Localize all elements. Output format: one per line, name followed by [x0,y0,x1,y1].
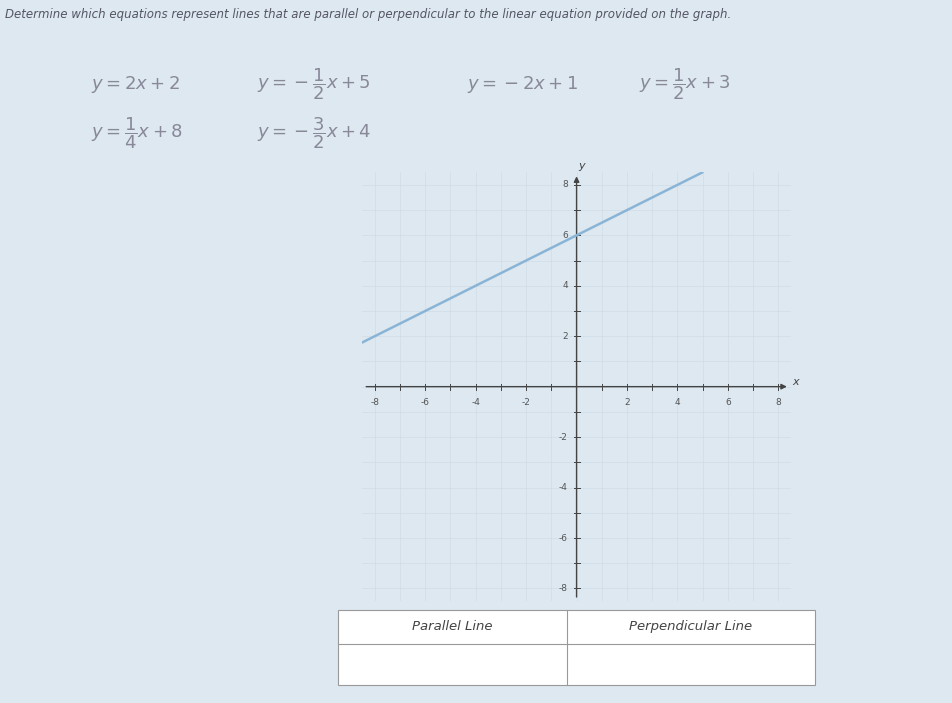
Text: -4: -4 [470,398,480,407]
Text: Determine which equations represent lines that are parallel or perpendicular to : Determine which equations represent line… [5,8,730,21]
Text: $y = -2x + 1$: $y = -2x + 1$ [466,74,578,95]
Text: -2: -2 [521,398,530,407]
Text: $y = \dfrac{1}{2}x + 3$: $y = \dfrac{1}{2}x + 3$ [638,67,729,102]
Text: Perpendicular Line: Perpendicular Line [628,620,752,633]
Text: -8: -8 [558,584,567,593]
Text: 4: 4 [674,398,680,407]
Text: $y = 2x + 2$: $y = 2x + 2$ [90,74,180,95]
Text: $y = -\dfrac{1}{2}x + 5$: $y = -\dfrac{1}{2}x + 5$ [257,67,370,102]
Text: -4: -4 [558,483,567,492]
Text: Parallel Line: Parallel Line [412,620,492,633]
Text: 6: 6 [562,231,567,240]
Text: 2: 2 [562,332,567,341]
Text: $y = -\dfrac{3}{2}x + 4$: $y = -\dfrac{3}{2}x + 4$ [257,116,371,151]
Text: $y = \dfrac{1}{4}x + 8$: $y = \dfrac{1}{4}x + 8$ [90,116,182,151]
Text: -6: -6 [558,534,567,543]
Text: -2: -2 [558,432,567,441]
Text: -8: -8 [370,398,379,407]
Text: 6: 6 [724,398,730,407]
Text: x: x [791,377,798,387]
Text: 8: 8 [562,181,567,189]
Text: -6: -6 [420,398,429,407]
Text: 4: 4 [562,281,567,290]
Text: 2: 2 [624,398,629,407]
Text: 8: 8 [775,398,781,407]
Text: y: y [577,161,584,171]
